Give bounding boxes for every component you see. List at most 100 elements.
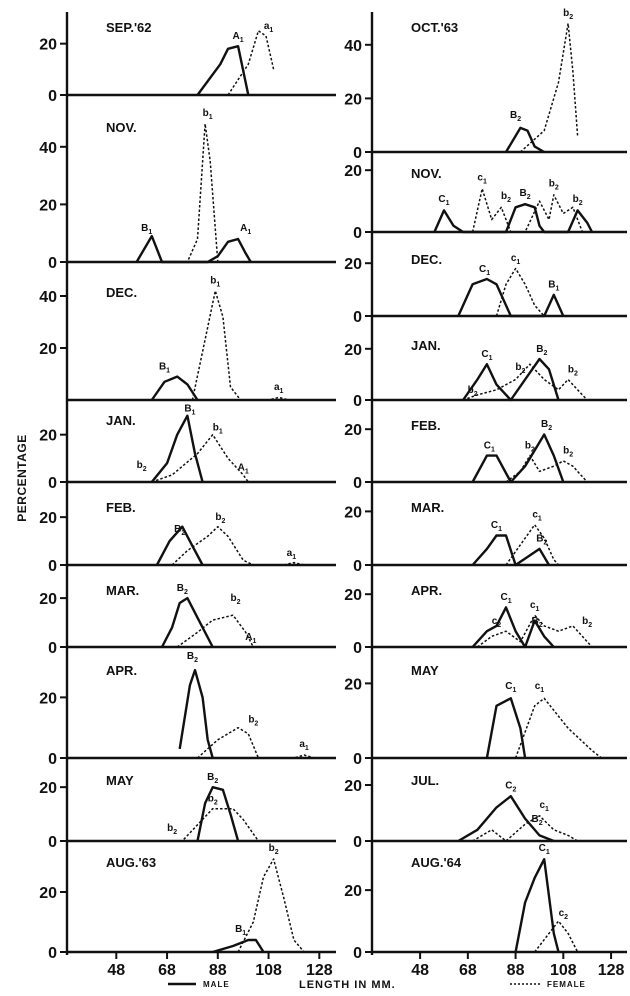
y-tick-label: 0 [353, 640, 362, 657]
peak-label: C1 [539, 843, 550, 856]
y-tick-label: 20 [344, 883, 362, 900]
peak-label: c2 [492, 616, 502, 629]
female-series-line [476, 614, 593, 648]
peak-label: b1 [203, 108, 213, 121]
panel-month-label: SEP.'62 [106, 20, 152, 35]
peak-label: C2 [505, 781, 516, 794]
y-tick-label: 0 [353, 145, 362, 162]
peak-label: C1 [481, 349, 492, 362]
y-tick-label: 0 [353, 558, 362, 575]
male-series-line [150, 375, 199, 401]
male-series-line [457, 795, 555, 843]
y-tick-label: 0 [48, 945, 57, 962]
panel-month-label: JAN. [411, 338, 441, 353]
female-series-line [505, 524, 560, 566]
y-tick-label: 40 [39, 140, 57, 157]
y-tick-label: 0 [353, 751, 362, 768]
panel-may-64: 0 20 MAY C1 c1 [344, 663, 627, 768]
peak-label: b2 [269, 843, 279, 856]
peak-label: B2 [541, 419, 552, 432]
peak-label: A1 [240, 223, 251, 236]
peak-label: A1 [238, 463, 249, 476]
female-series-line [534, 920, 579, 953]
panel-mar-63: 0 20 MAR. B2 b2 A1 [39, 583, 336, 657]
male-series-line [178, 668, 214, 759]
legend-female-label: FEMALE [547, 980, 586, 989]
y-tick-label: 0 [48, 558, 57, 575]
panel-month-label: MAY [411, 663, 439, 678]
x-tick-label: 88 [507, 962, 525, 979]
peak-label: C1 [500, 592, 511, 605]
female-series-line [176, 614, 254, 648]
peak-label: b2 [515, 362, 525, 375]
peak-label: a1 [299, 739, 309, 752]
x-tick-label: 68 [158, 962, 176, 979]
panel-oct-63: 0 20 40 OCT.'63 B2 b2 [344, 8, 627, 162]
peak-label: C1 [505, 681, 516, 694]
peak-label: c2 [559, 908, 569, 921]
panel-apr-64: 0 20 APR. C1 c2 c1 B2 b2 [344, 583, 627, 657]
peak-label: b2 [215, 512, 225, 525]
panel-month-label: OCT.'63 [411, 20, 458, 35]
peak-label: C1 [438, 194, 449, 207]
panel-month-label: MAR. [411, 500, 444, 515]
peak-label: C1 [484, 440, 495, 453]
peak-label: B2 [520, 188, 531, 201]
y-tick-label: 20 [39, 37, 57, 54]
y-tick-label: 20 [344, 342, 362, 359]
male-series-line [135, 234, 252, 264]
y-tick-label: 20 [344, 422, 362, 439]
y-tick-label: 20 [344, 163, 362, 180]
male-series-line [433, 202, 594, 234]
y-axis-label: PERCENTAGE [15, 434, 29, 521]
panel-nov-62: 0 20 40 NOV. B1 b1 A1 [39, 108, 336, 272]
panel-mar-64: 0 20 MAR. C1 c1 B2 [344, 500, 627, 575]
female-series-line [227, 30, 275, 96]
male-series-line [160, 596, 214, 648]
panel-month-label: APR. [106, 663, 137, 678]
male-series-line [457, 277, 565, 318]
panel-feb-64: 0 20 FEB. C1 b2 B2 b2 [344, 418, 627, 492]
female-series-line [237, 858, 305, 953]
peak-label: b2 [231, 593, 241, 606]
male-series-line [196, 45, 250, 96]
x-tick-label: 68 [459, 962, 477, 979]
female-series-line [196, 726, 315, 759]
y-tick-label: 20 [344, 91, 362, 108]
male-series-line [150, 414, 204, 483]
y-tick-label: 20 [344, 504, 362, 521]
panel-month-label: NOV. [106, 120, 137, 135]
female-series-line [171, 525, 305, 566]
y-tick-label: 0 [353, 475, 362, 492]
peak-label: b2 [501, 191, 511, 204]
peak-label: b2 [208, 793, 218, 806]
peak-label: A1 [245, 632, 256, 645]
y-tick-label: 20 [39, 690, 57, 707]
male-series-line [212, 938, 265, 954]
male-series-line [514, 858, 560, 953]
y-tick-label: 40 [39, 289, 57, 306]
peak-label: B2 [510, 110, 521, 123]
panel-month-label: AUG.'64 [411, 855, 462, 870]
male-series-line [504, 126, 545, 154]
male-series-line [462, 357, 560, 402]
y-tick-label: 20 [344, 676, 362, 693]
peak-label: B2 [207, 772, 218, 785]
peak-label: B1 [159, 361, 170, 374]
y-tick-label: 20 [344, 256, 362, 273]
y-tick-label: 20 [344, 778, 362, 795]
peak-label: c1 [530, 600, 540, 613]
y-tick-label: 20 [344, 587, 362, 604]
x-tick-label: 128 [598, 962, 625, 979]
panel-month-label: MAR. [106, 583, 139, 598]
female-series-line [472, 815, 578, 842]
peak-label: B1 [141, 223, 152, 236]
y-tick-label: 20 [39, 885, 57, 902]
peak-label: b2 [525, 440, 535, 453]
panel-jan-64: 0 20 JAN. b2 C1 b2 B2 b2 [344, 338, 627, 410]
peak-label: B2 [531, 616, 542, 629]
peak-label: A1 [233, 31, 244, 44]
female-series-line [514, 697, 602, 759]
